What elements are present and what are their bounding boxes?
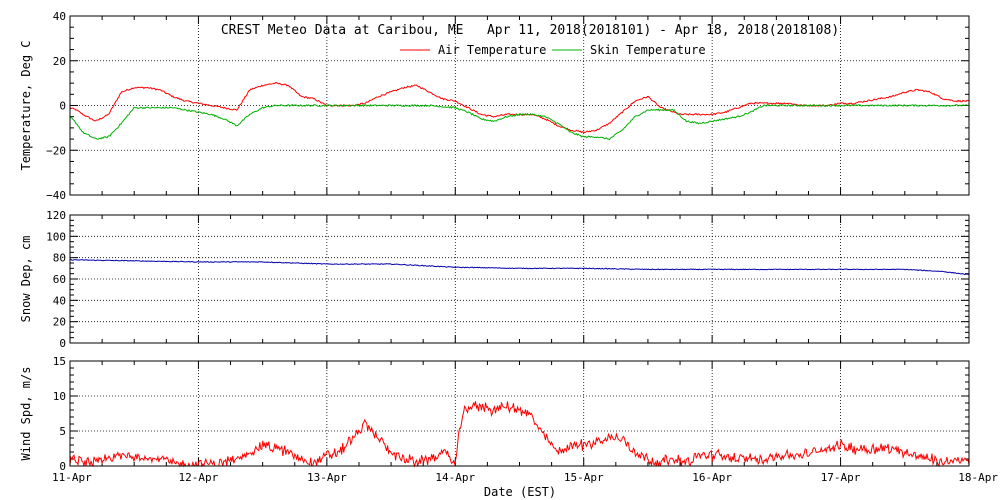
series-line-wind-0 bbox=[69, 401, 970, 468]
y-tick-label: 0 bbox=[59, 337, 66, 350]
plot-frame bbox=[69, 15, 970, 196]
x-tick-label: 12-Apr bbox=[179, 471, 219, 484]
x-tick-labels: 11-Apr 12-Apr 13-Apr 14-Apr 15-Apr 16-Apr 17-A… bbox=[52, 471, 998, 484]
legend-label-air-temperature: Air Temperature bbox=[438, 43, 546, 57]
y-axis-label: Snow Dep, cm bbox=[19, 236, 33, 323]
snow-depth-panel: 0 20 40 60 80 100 120 Snow Dep, cm bbox=[19, 209, 970, 350]
y-axis-label: Wind Spd, m/s bbox=[19, 367, 33, 461]
y-tick-label: −20 bbox=[46, 144, 66, 157]
chart-title: CREST Meteo Data at Caribou, ME Apr 11, … bbox=[221, 23, 839, 38]
y-axis-label: Temperature, Deg C bbox=[19, 40, 33, 170]
plot-frame bbox=[69, 360, 970, 467]
y-tick-label: 60 bbox=[53, 273, 66, 286]
y-tick-label: −40 bbox=[46, 189, 66, 202]
legend: Air Temperature Skin Temperature bbox=[400, 43, 706, 57]
x-tick-label: 11-Apr bbox=[52, 471, 92, 484]
x-axis-label: Date (EST) bbox=[484, 485, 556, 499]
plot-frame bbox=[69, 214, 970, 344]
x-tick-label: 16-Apr bbox=[692, 471, 732, 484]
series-line-temperature-1 bbox=[69, 103, 970, 141]
y-tick-label: 120 bbox=[46, 209, 66, 222]
x-tick-label: 15-Apr bbox=[564, 471, 604, 484]
y-tick-label: 80 bbox=[53, 252, 66, 265]
y-tick-label: 5 bbox=[59, 425, 66, 438]
y-tick-label: 20 bbox=[53, 316, 66, 329]
wind-speed-panel: 0 5 10 15 Wind Spd, m/s bbox=[19, 355, 970, 473]
y-tick-label: 0 bbox=[59, 460, 66, 473]
x-tick-label: 13-Apr bbox=[307, 471, 347, 484]
y-tick-label: 20 bbox=[53, 55, 66, 68]
legend-label-skin-temperature: Skin Temperature bbox=[590, 43, 706, 57]
y-tick-label: 15 bbox=[53, 355, 66, 368]
series-line-snow-0 bbox=[70, 259, 970, 276]
y-tick-label: 40 bbox=[53, 10, 66, 23]
y-tick-label: 100 bbox=[46, 230, 66, 243]
x-tick-label: 14-Apr bbox=[435, 471, 475, 484]
temperature-panel: 40 20 0 −20 −40 Temperature, Deg C bbox=[19, 10, 970, 202]
y-tick-label: 40 bbox=[53, 294, 66, 307]
x-tick-label: 17-Apr bbox=[821, 471, 861, 484]
y-tick-label: 10 bbox=[53, 390, 66, 403]
x-tick-label: 18-Apr bbox=[958, 471, 998, 484]
y-tick-label: 0 bbox=[59, 100, 66, 113]
